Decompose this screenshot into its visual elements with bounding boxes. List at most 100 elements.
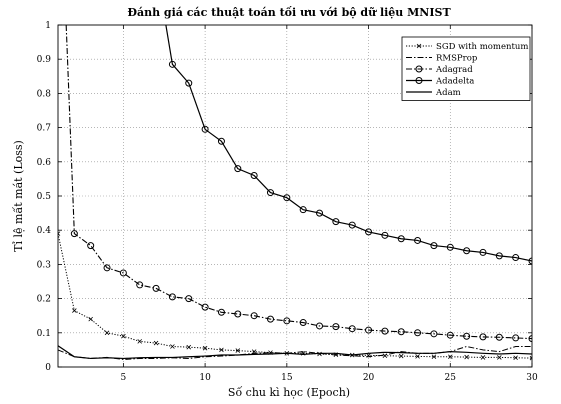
legend-rmsprop: RMSProp	[406, 54, 478, 64]
series-adagrad-point	[119, 269, 127, 277]
series-adagrad-point	[528, 335, 532, 343]
series-layer	[58, 25, 532, 361]
series-sgd-with-momentum-point	[104, 330, 110, 336]
series-adadelta-point	[528, 257, 532, 265]
series-adagrad-point	[512, 334, 520, 342]
series-adagrad-point	[103, 264, 111, 272]
series-sgd-with-momentum-line	[58, 233, 532, 359]
series-sgd-with-momentum-point	[88, 316, 93, 322]
series-sgd-with-momentum-point	[170, 344, 175, 349]
series-adagrad-point	[332, 323, 340, 331]
series-adagrad-point	[70, 230, 78, 238]
y-tick-label: 0.6	[37, 158, 52, 168]
series-adagrad-point	[185, 295, 193, 303]
series-adagrad-point	[168, 293, 176, 301]
x-tick-label: 30	[526, 373, 538, 383]
series-adadelta-point	[414, 236, 422, 244]
series-rmsprop	[58, 345, 532, 360]
series-adagrad-point	[316, 322, 324, 330]
series-adadelta-point	[266, 189, 274, 197]
series-sgd-with-momentum-point	[235, 348, 241, 353]
series-adagrad-point	[397, 328, 405, 336]
series-sgd-with-momentum-point	[186, 344, 192, 350]
series-adadelta-point	[463, 247, 471, 255]
series-sgd-with-momentum-point	[317, 351, 322, 357]
y-tick-label: 0.9	[37, 55, 52, 65]
series-sgd-with-momentum-point	[529, 355, 532, 361]
series-adagrad-point	[463, 332, 471, 340]
series-adadelta-point	[185, 79, 193, 87]
legend-sgd-with-momentum: SGD with momentum	[406, 42, 528, 52]
series-sgd-with-momentum-point	[497, 355, 502, 360]
series-adagrad-point	[479, 333, 487, 341]
x-tick-label: 5	[121, 373, 127, 383]
series-adadelta-point	[234, 165, 242, 173]
legend-adadelta-point	[415, 77, 423, 84]
series-adagrad	[65, 25, 532, 343]
y-tick-label: 0.1	[37, 329, 51, 339]
y-axis-label: Tỉ lệ mất mát (Loss)	[12, 140, 25, 252]
series-adagrad-point	[446, 331, 454, 339]
axis-ticks: 5 10 15 20 25 30 0 0.1 0.2 0.3 0.4 0.5 0.6 0.7 0.8 0.9 1	[37, 21, 538, 383]
x-tick-label: 15	[281, 373, 293, 383]
series-adagrad-point	[234, 310, 242, 318]
series-adagrad-point	[136, 281, 144, 289]
series-adagrad-point	[430, 330, 438, 338]
y-tick-label: 1	[45, 21, 51, 31]
series-sgd-with-momentum-point	[464, 354, 469, 360]
legend-adagrad-point	[415, 65, 423, 73]
series-sgd-with-momentum-point	[513, 355, 518, 361]
series-adagrad-point	[283, 317, 291, 325]
x-tick-label: 25	[445, 373, 457, 383]
legend-adam-label: Adam	[435, 88, 461, 98]
y-tick-label: 0.4	[37, 226, 52, 236]
legend-adam: Adam	[406, 88, 461, 98]
series-adagrad-point	[381, 327, 389, 335]
legend-rmsprop-label: RMSProp	[436, 54, 478, 64]
series-adagrad-point	[250, 312, 258, 320]
legend-adagrad-label: Adagrad	[435, 65, 473, 75]
series-adadelta-point	[479, 248, 487, 256]
series-adadelta-point	[512, 254, 520, 262]
series-adagrad-point	[217, 308, 225, 316]
series-sgd-with-momentum-point	[431, 354, 437, 360]
series-adadelta-point	[250, 171, 258, 179]
series-sgd-with-momentum-point	[480, 355, 486, 360]
x-axis-label: Số chu kì học (Epoch)	[228, 386, 350, 399]
series-sgd-with-momentum-point	[415, 354, 420, 359]
legend-adadelta-label: Adadelta	[435, 77, 474, 87]
series-adadelta-point	[316, 209, 324, 217]
series-adadelta-point	[365, 228, 373, 236]
series-sgd-with-momentum	[58, 231, 532, 361]
chart-title: Đánh giá các thuật toán tối ưu với bộ dữ…	[127, 6, 451, 19]
y-tick-label: 0.5	[37, 192, 52, 202]
series-adam	[58, 345, 532, 360]
legend-sgd-with-momentum-point	[416, 43, 422, 49]
legend-sgd-with-momentum-label: SGD with momentum	[436, 42, 528, 52]
series-adadelta-point	[397, 235, 405, 243]
series-sgd-with-momentum-point	[202, 345, 208, 351]
series-sgd-with-momentum-point	[447, 354, 453, 360]
series-adagrad-point	[348, 325, 356, 333]
series-adadelta-point	[348, 221, 356, 229]
grid-layer	[58, 25, 532, 367]
y-tick-label: 0	[45, 363, 51, 373]
series-adadelta-point	[495, 252, 503, 260]
series-adagrad-point	[365, 326, 373, 334]
series-sgd-with-momentum-point	[72, 308, 77, 313]
series-adadelta-point	[283, 194, 291, 202]
series-adagrad-point	[201, 303, 209, 311]
series-sgd-with-momentum-point	[137, 339, 143, 344]
series-adadelta-point	[332, 218, 340, 226]
series-adadelta-point	[430, 242, 438, 250]
series-adadelta	[165, 25, 532, 265]
series-adagrad-point	[414, 329, 422, 337]
series-sgd-with-momentum-point	[153, 340, 159, 346]
series-sgd-with-momentum-point	[219, 347, 224, 353]
series-adagrad-point	[266, 315, 274, 323]
legend-adadelta: Adadelta	[406, 77, 474, 87]
series-sgd-with-momentum-point	[398, 353, 404, 359]
series-adam-line	[58, 345, 532, 360]
